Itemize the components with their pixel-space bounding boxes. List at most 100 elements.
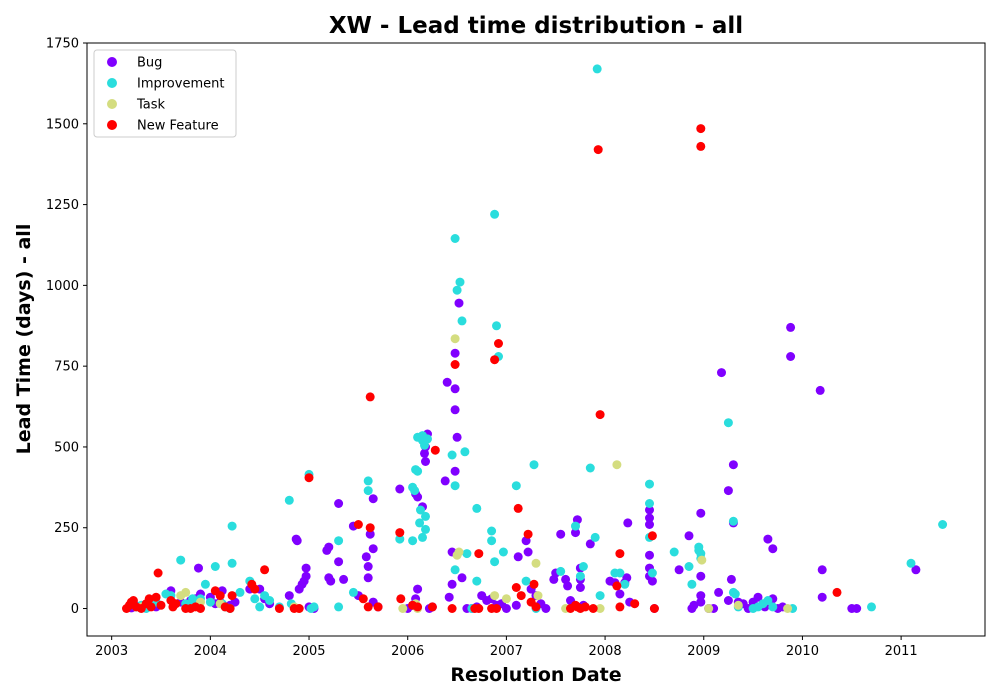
data-point [410,486,420,496]
legend-box [93,49,237,138]
plot-frame [86,42,986,637]
data-point [647,568,657,578]
y-tick-label: 1500 [46,117,79,132]
data-point [575,571,585,581]
data-point [696,597,706,607]
data-point [227,591,237,601]
data-point [531,558,541,568]
points-layer [122,64,948,613]
data-point [472,503,482,513]
data-point [817,565,827,575]
data-point [413,584,423,594]
data-point [786,352,796,361]
data-point [457,316,467,326]
data-point [450,334,460,344]
legend-marker [107,57,117,67]
x-tick-label: 2005 [292,644,325,659]
legend: Bug Improvement Task New Feature [93,49,237,138]
data-point [326,576,336,586]
data-point [494,339,503,348]
data-point [487,536,497,546]
data-point [462,549,472,559]
data-point [450,234,460,243]
data-point [717,368,726,378]
data-point [684,531,694,541]
data-point [593,145,603,155]
data-point [430,445,440,455]
data-point [541,604,551,613]
data-point [450,360,460,369]
y-tick-label: 250 [54,521,79,536]
data-point [763,534,773,544]
legend-marker [107,120,117,130]
data-point [450,405,460,415]
data-point [398,604,408,613]
data-point [265,596,275,605]
data-point [728,516,738,526]
data-point [339,574,349,584]
x-tick-label: 2006 [391,644,424,659]
data-point [395,534,405,544]
data-point [292,536,302,546]
data-point [365,523,375,533]
data-point [421,511,430,521]
data-point [513,503,523,513]
data-point [421,524,430,534]
data-point [334,536,344,546]
data-point [575,583,585,592]
y-tick-label: 500 [54,440,79,455]
data-point [592,64,602,74]
data-point [284,591,294,601]
data-point [368,494,378,504]
data-point [373,602,383,612]
data-point [361,552,371,562]
data-point [450,481,460,491]
data-point [450,384,460,394]
data-point [474,549,484,559]
data-point [144,594,154,604]
data-point [440,476,450,486]
data-point [450,466,460,476]
data-point [450,348,460,358]
data-point [156,600,166,610]
data-point [450,565,460,575]
legend-label: Bug [137,56,162,71]
data-point [612,460,622,470]
data-point [753,592,763,602]
data-point [348,587,358,597]
data-point [250,584,260,594]
data-point [513,552,523,562]
data-point [511,481,521,491]
data-point [723,596,733,605]
data-point [171,599,181,609]
data-point [454,547,464,557]
data-point [674,565,684,575]
data-point [363,486,373,496]
data-point [176,555,186,565]
y-tick-label: 1000 [46,279,79,294]
data-point [531,602,541,612]
data-point [365,392,375,402]
data-point [421,457,430,466]
data-point [324,542,334,552]
data-point [696,591,706,601]
data-point [225,604,235,613]
chart-title: XW - Lead time distribution - all [329,13,743,39]
data-point [511,583,521,592]
y-tick-label: 1750 [46,37,79,52]
data-point [585,539,595,549]
data-point [309,602,319,612]
data-point [595,604,605,613]
data-point [516,591,526,601]
data-point [501,594,511,604]
data-point [615,602,625,612]
data-point [490,355,500,365]
data-point [353,520,363,529]
data-point [427,602,437,612]
data-point [415,518,425,528]
data-point [455,277,465,287]
data-point [210,562,220,571]
data-point [852,604,862,613]
data-point [523,547,533,557]
data-point [413,602,423,612]
